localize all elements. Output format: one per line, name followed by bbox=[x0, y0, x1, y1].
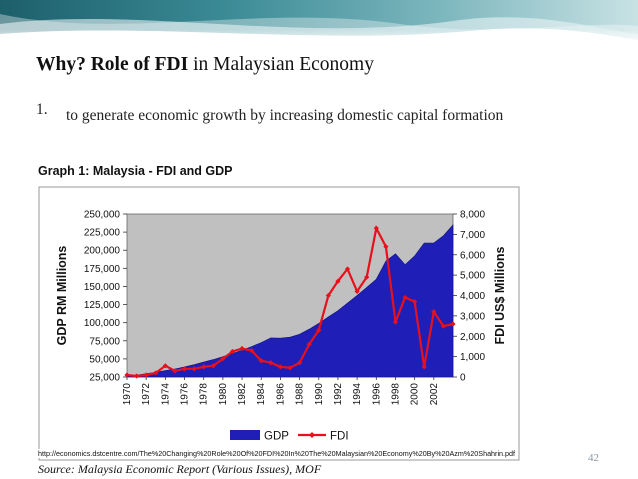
x-tick-label: 1998 bbox=[390, 383, 401, 406]
legend-gdp-swatch bbox=[230, 430, 260, 440]
y2-tick-label: 0 bbox=[460, 373, 466, 384]
fdi-point bbox=[162, 363, 168, 369]
y-tick-label: 150,000 bbox=[84, 282, 121, 293]
x-tick-label: 1978 bbox=[199, 383, 210, 406]
fdi-point bbox=[153, 370, 159, 376]
y-tick-label: 125,000 bbox=[84, 300, 121, 311]
x-tick-label: 1994 bbox=[352, 383, 363, 406]
fdi-point bbox=[249, 347, 255, 354]
y2-tick-label: 4,000 bbox=[460, 291, 485, 302]
y-tick-label: 175,000 bbox=[84, 264, 121, 275]
source-url[interactable]: http://economics.dstcentre.com/The%20Cha… bbox=[38, 449, 516, 458]
fdi-point bbox=[133, 373, 140, 379]
gdp-area bbox=[126, 224, 454, 378]
x-tick-label: 1970 bbox=[122, 383, 133, 406]
y2-axis-title: FDI US$ Millions bbox=[493, 246, 507, 344]
y2-tick-label: 7,000 bbox=[460, 230, 485, 241]
y-tick-label: 25,000 bbox=[89, 373, 120, 384]
bullet-text: to generate economic growth by increasin… bbox=[66, 107, 504, 124]
fdi-point bbox=[287, 365, 293, 371]
fdi-point bbox=[440, 323, 447, 329]
x-tick-label: 1992 bbox=[333, 383, 344, 406]
x-tick-label: 1996 bbox=[371, 383, 382, 406]
x-tick-label: 1990 bbox=[314, 383, 325, 406]
x-tick-label: 1976 bbox=[180, 383, 191, 406]
y-tick-label: 200,000 bbox=[84, 246, 121, 257]
legend-gdp-label: GDP bbox=[264, 431, 289, 443]
fdi-point bbox=[421, 364, 427, 370]
legend-fdi-marker bbox=[309, 432, 315, 438]
fdi-point bbox=[325, 292, 331, 299]
fdi-point bbox=[383, 244, 389, 250]
y2-tick-label: 2,000 bbox=[460, 332, 485, 343]
y-tick-label: 75,000 bbox=[89, 336, 120, 347]
x-tick-label: 1972 bbox=[141, 383, 152, 406]
fdi-point bbox=[229, 348, 236, 355]
x-tick-label: 2000 bbox=[410, 383, 421, 406]
y2-tick-label: 6,000 bbox=[460, 250, 485, 261]
fdi-point bbox=[354, 288, 360, 295]
fdi-point bbox=[412, 299, 418, 305]
y2-tick-label: 3,000 bbox=[460, 311, 485, 322]
y2-tick-label: 1,000 bbox=[460, 352, 485, 363]
fdi-point bbox=[392, 319, 399, 325]
graph-title: Graph 1: Malaysia - FDI and GDP bbox=[38, 164, 233, 178]
fdi-point bbox=[258, 358, 264, 364]
x-tick-label: 1982 bbox=[237, 383, 248, 406]
fdi-point bbox=[344, 266, 351, 272]
y-tick-label: 50,000 bbox=[89, 354, 120, 365]
fdi-point bbox=[296, 360, 303, 366]
fdi-gdp-chart: 25,000 50,000 75,000 100,000 125,000 150,000 1… bbox=[38, 186, 520, 461]
x-tick-label: 2002 bbox=[429, 383, 440, 406]
y2-tick-label: 5,000 bbox=[460, 271, 485, 282]
y-tick-label: 225,000 bbox=[84, 228, 121, 239]
header-banner bbox=[0, 0, 638, 48]
y-tick-label: 100,000 bbox=[84, 318, 121, 329]
fdi-point bbox=[172, 368, 178, 374]
fdi-point bbox=[210, 363, 216, 369]
x-tick-label: 1980 bbox=[218, 383, 229, 406]
x-tick-label: 1988 bbox=[295, 383, 306, 406]
bullet-number: 1. bbox=[36, 101, 48, 118]
x-tick-label: 1974 bbox=[160, 383, 171, 406]
fdi-point bbox=[277, 364, 284, 370]
source-note: Source: Malaysia Economic Report (Variou… bbox=[38, 462, 322, 476]
x-tick-label: 1986 bbox=[275, 383, 286, 406]
x-tick-label: 1984 bbox=[256, 383, 267, 406]
page-number: 42 bbox=[588, 452, 599, 464]
slide-title-bold: Why? Role of FDI bbox=[36, 54, 189, 75]
banner-wave-graphic bbox=[0, 0, 638, 48]
fdi-point bbox=[373, 225, 379, 231]
y2-tick-label: 8,000 bbox=[460, 210, 485, 221]
y-axis-title: GDP RM Millions bbox=[55, 246, 69, 346]
fdi-point bbox=[316, 327, 322, 333]
legend-fdi-label: FDI bbox=[330, 431, 349, 443]
y-tick-label: 250,000 bbox=[84, 210, 121, 221]
fdi-point bbox=[201, 364, 207, 370]
slide-title: Why? Role of FDI in Malaysian Economy bbox=[36, 54, 374, 76]
chart-container: 25,000 50,000 75,000 100,000 125,000 150,000 1… bbox=[38, 186, 520, 461]
slide-title-rest: in Malaysian Economy bbox=[188, 54, 374, 75]
